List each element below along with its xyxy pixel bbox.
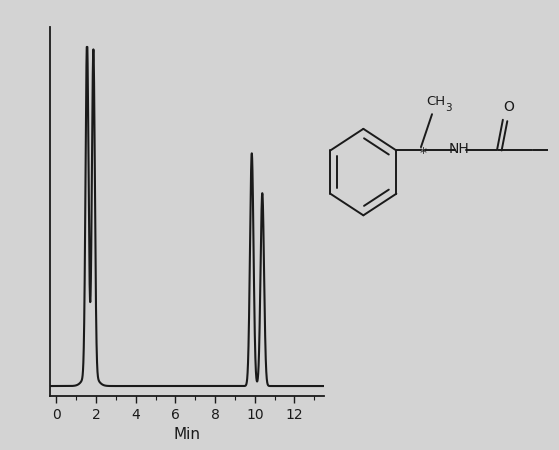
Text: CH: CH xyxy=(426,95,445,108)
Text: NH: NH xyxy=(449,142,470,156)
Text: O: O xyxy=(503,100,514,114)
Text: 3: 3 xyxy=(445,103,452,113)
Text: *: * xyxy=(419,146,427,160)
X-axis label: Min: Min xyxy=(174,428,201,442)
